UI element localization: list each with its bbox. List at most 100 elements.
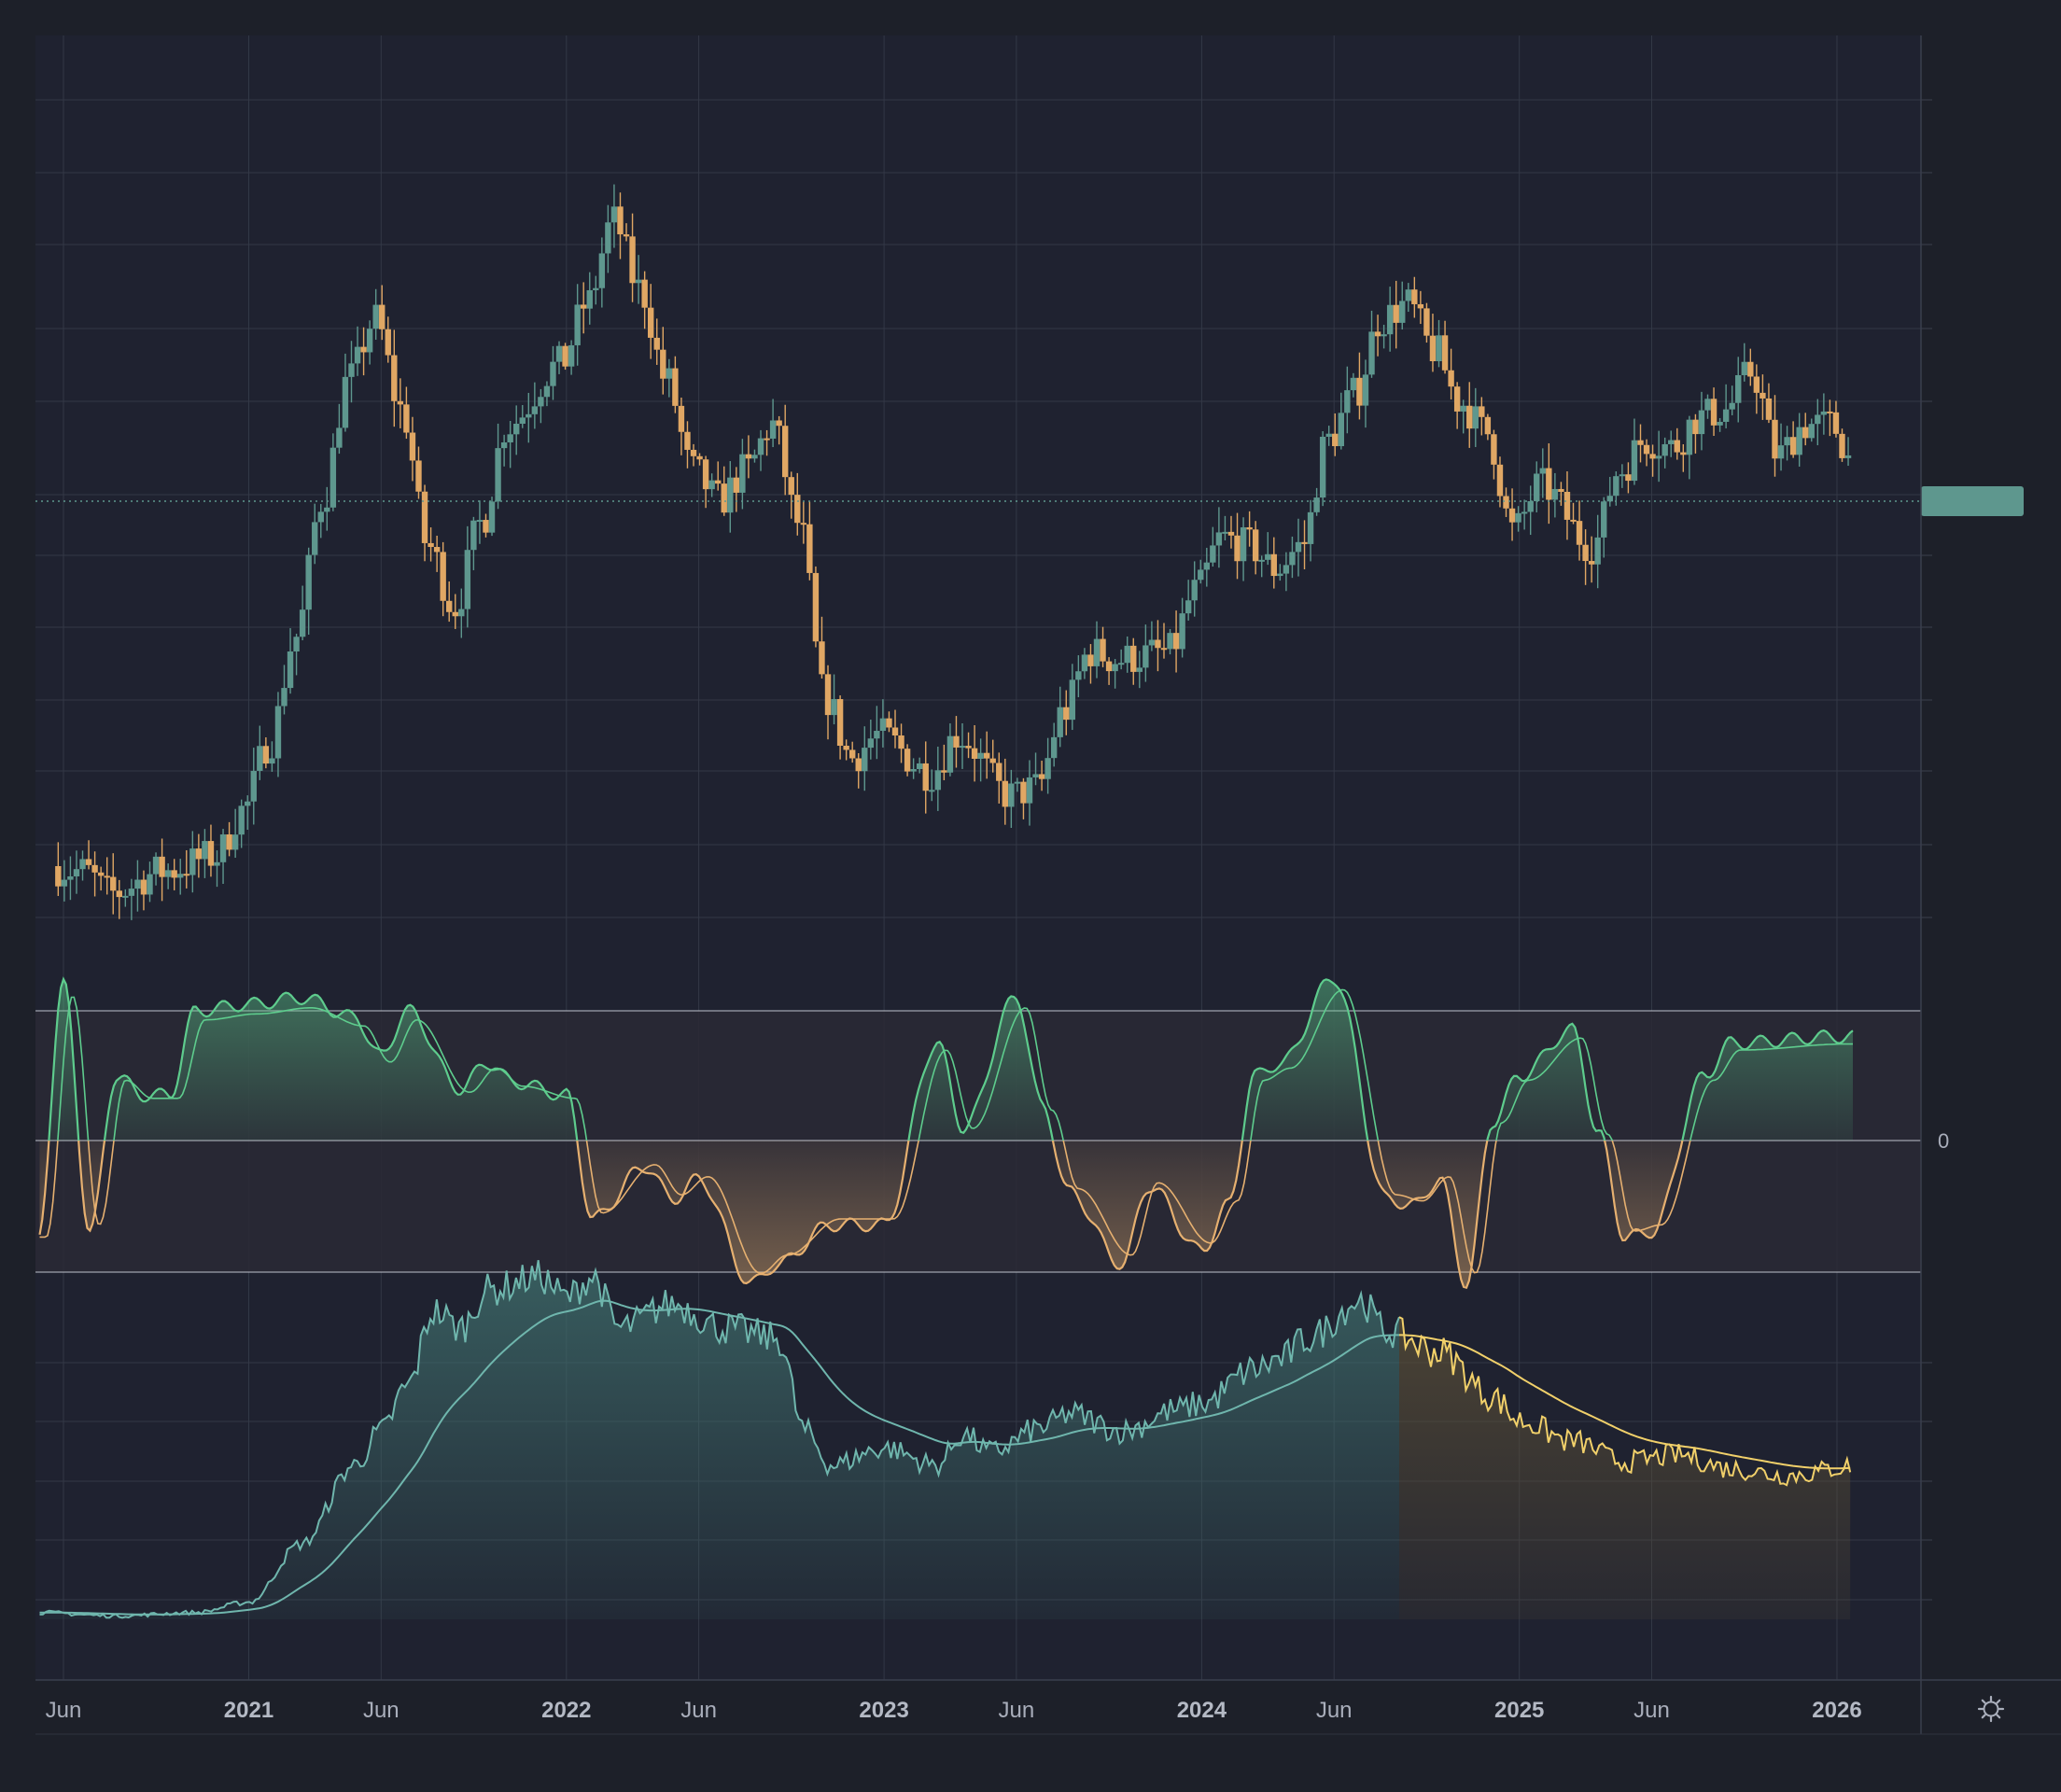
candle-body — [1643, 444, 1650, 455]
candle-body — [189, 848, 196, 875]
candle-body — [1820, 411, 1828, 415]
candle-body — [1613, 476, 1619, 497]
candle-body — [684, 431, 691, 450]
candle-body — [610, 206, 618, 223]
candle-body — [1117, 663, 1125, 665]
candle-body — [1381, 334, 1387, 337]
candle-body — [538, 397, 544, 407]
candle-body — [299, 609, 306, 637]
candle-body — [1698, 410, 1705, 435]
candle-body — [971, 748, 978, 759]
candle-body — [1551, 488, 1559, 500]
candle-body — [366, 329, 373, 353]
candle-body — [1179, 613, 1185, 650]
candle-body — [219, 834, 227, 862]
candle-body — [281, 688, 287, 707]
candle-body — [1784, 437, 1790, 446]
candle-body — [1729, 402, 1735, 410]
candle-body — [1160, 648, 1168, 651]
candle-body — [226, 834, 232, 850]
candle-body — [1796, 427, 1802, 455]
candle-body — [1655, 455, 1662, 459]
candle-body — [1002, 780, 1009, 807]
candle-body — [1130, 645, 1137, 672]
candle-body — [1356, 377, 1363, 406]
candle-body — [464, 550, 471, 609]
last-price-label[interactable] — [1921, 486, 2024, 516]
candle-body — [1808, 424, 1815, 439]
candle-body — [776, 420, 782, 427]
candle-body — [1534, 473, 1540, 501]
candle-body — [1136, 667, 1143, 672]
price-candles — [55, 184, 1852, 920]
candle-body — [953, 735, 960, 748]
candle-body — [152, 856, 160, 875]
x-tick-label: 2024 — [1177, 1698, 1227, 1723]
candle-body — [757, 438, 764, 455]
candle-body — [543, 385, 551, 398]
oscillator-pane — [38, 976, 1854, 1290]
candle-body — [433, 547, 441, 553]
candle-body — [1789, 437, 1797, 455]
candle-body — [806, 524, 813, 573]
candle-body — [635, 279, 642, 284]
gear-icon[interactable] — [1977, 1695, 2005, 1723]
candle-body — [1362, 374, 1369, 406]
candle-body — [1210, 545, 1216, 563]
candle-body — [1014, 781, 1021, 784]
candle-body — [727, 477, 734, 513]
candle-body — [1081, 654, 1088, 672]
oscillator-zero-label: 0 — [1938, 1129, 1949, 1153]
candle-body — [293, 637, 300, 652]
candle-body — [891, 727, 899, 736]
candle-body — [147, 874, 153, 895]
candle-body — [666, 368, 673, 379]
moving-average-line-rising — [39, 1299, 1399, 1616]
candle-body — [1491, 434, 1497, 465]
candle-body — [403, 404, 410, 433]
candle-body — [904, 749, 911, 772]
candle-body — [1680, 452, 1687, 455]
candle-body — [794, 495, 801, 524]
candle-body — [73, 869, 80, 876]
candle-body — [1050, 736, 1058, 759]
candle-body — [500, 441, 508, 449]
candle-body — [1472, 406, 1479, 429]
candle-body — [1368, 331, 1375, 375]
candle-body — [446, 600, 453, 612]
candle-body — [159, 856, 165, 877]
candle-body — [238, 805, 245, 835]
candle-body — [458, 609, 465, 617]
candle-body — [1717, 421, 1723, 426]
candle-body — [97, 872, 105, 876]
candle-body — [1143, 645, 1149, 668]
candle-body — [1479, 406, 1485, 417]
candle-body — [641, 279, 648, 308]
candle-body — [1527, 500, 1534, 512]
candle-body — [1215, 532, 1223, 546]
candle-body — [1777, 445, 1785, 459]
candle-body — [214, 861, 220, 866]
volume-line-rising — [39, 1260, 1400, 1619]
candle-body — [1283, 565, 1290, 574]
candle-body — [629, 236, 636, 284]
candle-body — [140, 879, 147, 895]
candle-body — [1722, 409, 1730, 422]
candle-body — [67, 875, 74, 880]
candle-body — [996, 763, 1002, 781]
candle-body — [1386, 304, 1394, 335]
candle-body — [1546, 468, 1552, 500]
candle-body — [1453, 386, 1461, 412]
candle-body — [1063, 707, 1070, 721]
candle-body — [831, 699, 837, 716]
candle-body — [1747, 361, 1754, 377]
candle-body — [781, 426, 789, 478]
candle-body — [1588, 561, 1595, 565]
candle-body — [329, 447, 337, 508]
candle-body — [104, 875, 110, 878]
candle-body — [354, 346, 361, 364]
candle-body — [550, 361, 556, 386]
candle-body — [977, 752, 984, 759]
candle-body — [1815, 414, 1821, 425]
candle-body — [1417, 303, 1424, 309]
